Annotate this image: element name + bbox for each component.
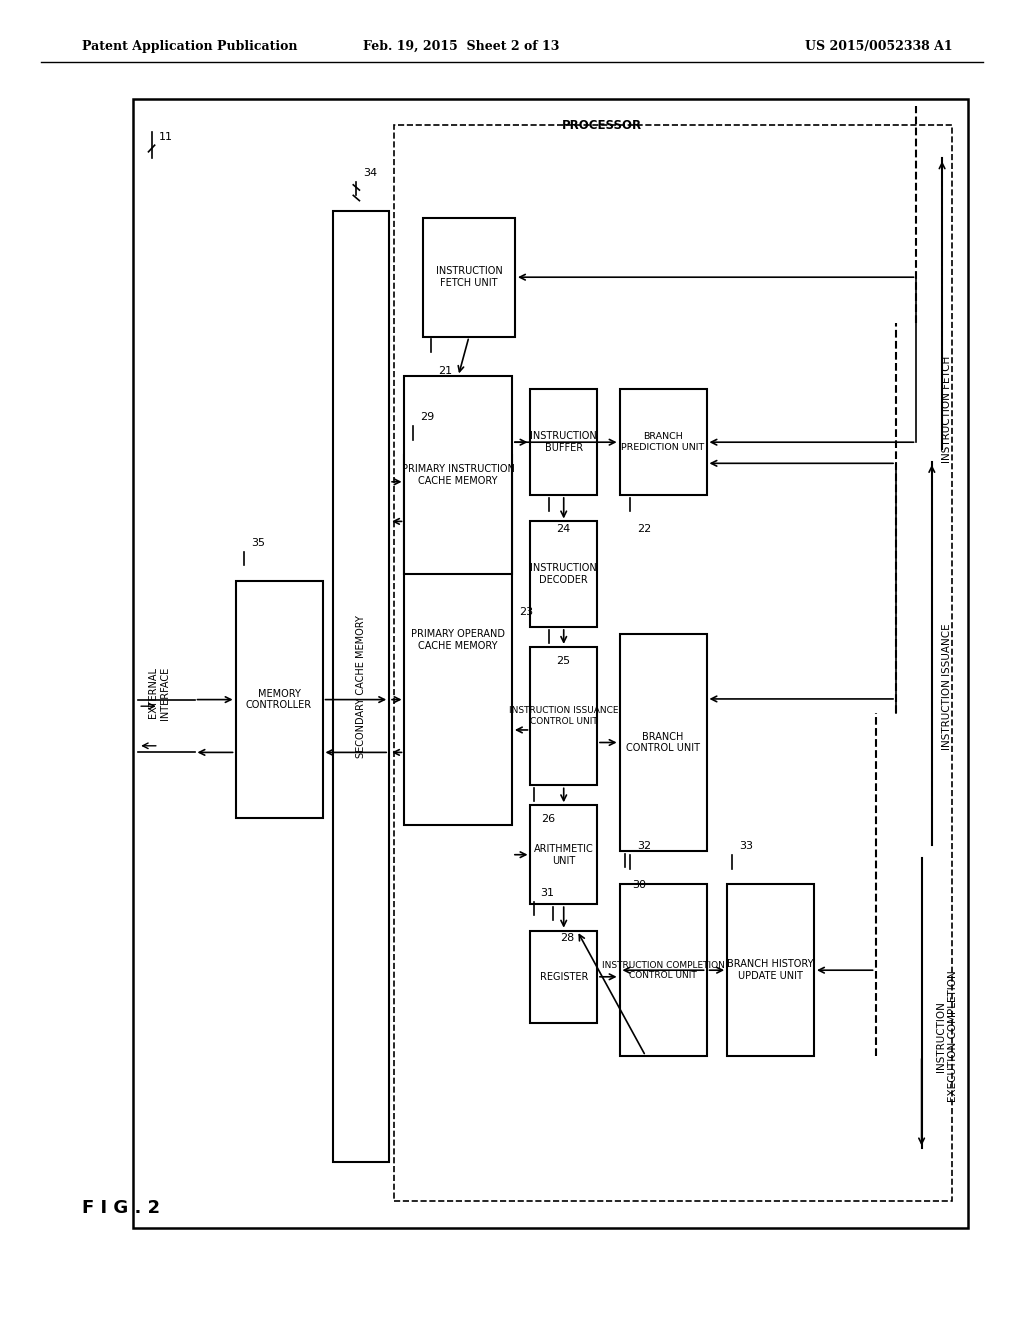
FancyBboxPatch shape [530, 805, 597, 904]
Text: 35: 35 [251, 537, 265, 548]
Text: BRANCH
PREDICTION UNIT: BRANCH PREDICTION UNIT [622, 433, 705, 451]
Text: EXTERNAL
INTERFACE: EXTERNAL INTERFACE [147, 667, 170, 719]
Text: SECONDARY CACHE MEMORY: SECONDARY CACHE MEMORY [356, 615, 366, 758]
FancyBboxPatch shape [236, 581, 323, 818]
FancyBboxPatch shape [530, 647, 597, 785]
FancyBboxPatch shape [530, 521, 597, 627]
Text: 22: 22 [637, 524, 651, 535]
Text: 31: 31 [541, 887, 555, 898]
Text: 32: 32 [637, 841, 651, 851]
Text: INSTRUCTION ISSUANCE: INSTRUCTION ISSUANCE [942, 623, 952, 750]
FancyBboxPatch shape [727, 884, 814, 1056]
FancyBboxPatch shape [133, 99, 968, 1228]
FancyBboxPatch shape [333, 211, 389, 1162]
FancyBboxPatch shape [620, 634, 707, 851]
FancyBboxPatch shape [404, 376, 512, 574]
FancyBboxPatch shape [394, 125, 952, 1201]
Text: F I G . 2: F I G . 2 [82, 1199, 160, 1217]
Text: 21: 21 [438, 366, 453, 376]
Text: REGISTER: REGISTER [540, 972, 588, 982]
Text: INSTRUCTION
DECODER: INSTRUCTION DECODER [530, 564, 597, 585]
Text: 11: 11 [159, 132, 173, 143]
FancyBboxPatch shape [620, 884, 707, 1056]
Text: MEMORY
CONTROLLER: MEMORY CONTROLLER [246, 689, 312, 710]
Text: INSTRUCTION
EXECUTION COMPLETION: INSTRUCTION EXECUTION COMPLETION [936, 970, 958, 1102]
Text: 23: 23 [519, 607, 534, 618]
Text: 26: 26 [541, 814, 555, 825]
Text: 30: 30 [632, 880, 646, 891]
Text: 25: 25 [556, 656, 570, 667]
Text: Patent Application Publication: Patent Application Publication [82, 40, 297, 53]
Text: 34: 34 [364, 168, 378, 178]
Text: 28: 28 [560, 933, 574, 944]
FancyBboxPatch shape [423, 218, 515, 337]
Text: INSTRUCTION
FETCH UNIT: INSTRUCTION FETCH UNIT [435, 267, 503, 288]
Text: PRIMARY INSTRUCTION
CACHE MEMORY: PRIMARY INSTRUCTION CACHE MEMORY [401, 465, 515, 486]
Text: INSTRUCTION
BUFFER: INSTRUCTION BUFFER [530, 432, 597, 453]
Text: US 2015/0052338 A1: US 2015/0052338 A1 [805, 40, 952, 53]
Text: INSTRUCTION FETCH: INSTRUCTION FETCH [942, 355, 952, 463]
FancyBboxPatch shape [404, 455, 512, 825]
Text: ARITHMETIC
UNIT: ARITHMETIC UNIT [534, 843, 594, 866]
FancyBboxPatch shape [530, 931, 597, 1023]
Text: INSTRUCTION ISSUANCE
CONTROL UNIT: INSTRUCTION ISSUANCE CONTROL UNIT [509, 706, 618, 726]
FancyBboxPatch shape [620, 389, 707, 495]
Text: INSTRUCTION COMPLETION
CONTROL UNIT: INSTRUCTION COMPLETION CONTROL UNIT [602, 961, 724, 979]
Text: 33: 33 [739, 841, 754, 851]
Text: 24: 24 [556, 524, 570, 535]
Text: BRANCH HISTORY
UPDATE UNIT: BRANCH HISTORY UPDATE UNIT [727, 960, 814, 981]
Text: PRIMARY OPERAND
CACHE MEMORY: PRIMARY OPERAND CACHE MEMORY [412, 630, 505, 651]
FancyBboxPatch shape [530, 389, 597, 495]
Text: Feb. 19, 2015  Sheet 2 of 13: Feb. 19, 2015 Sheet 2 of 13 [362, 40, 559, 53]
Text: BRANCH
CONTROL UNIT: BRANCH CONTROL UNIT [626, 731, 700, 754]
Text: PROCESSOR: PROCESSOR [561, 119, 642, 132]
Text: 29: 29 [420, 412, 434, 422]
